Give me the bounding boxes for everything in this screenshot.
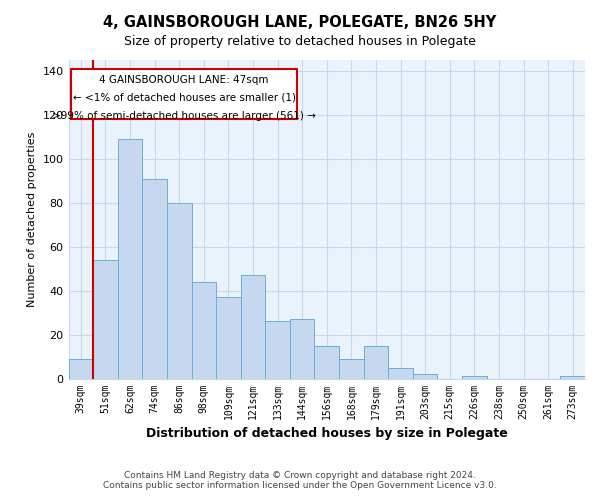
Bar xyxy=(314,346,339,378)
Bar xyxy=(216,298,241,378)
Text: 4 GAINSBOROUGH LANE: 47sqm: 4 GAINSBOROUGH LANE: 47sqm xyxy=(100,76,269,86)
Text: >99% of semi-detached houses are larger (561) →: >99% of semi-detached houses are larger … xyxy=(52,110,316,120)
Bar xyxy=(265,322,290,378)
Bar xyxy=(560,376,585,378)
Y-axis label: Number of detached properties: Number of detached properties xyxy=(27,132,37,307)
Text: 4, GAINSBOROUGH LANE, POLEGATE, BN26 5HY: 4, GAINSBOROUGH LANE, POLEGATE, BN26 5HY xyxy=(103,15,497,30)
Bar xyxy=(191,282,216,378)
Text: Size of property relative to detached houses in Polegate: Size of property relative to detached ho… xyxy=(124,35,476,48)
Text: Contains HM Land Registry data © Crown copyright and database right 2024.
Contai: Contains HM Land Registry data © Crown c… xyxy=(103,470,497,490)
Bar xyxy=(339,359,364,378)
Bar xyxy=(364,346,388,378)
Bar xyxy=(93,260,118,378)
Bar xyxy=(388,368,413,378)
Bar xyxy=(241,276,265,378)
FancyBboxPatch shape xyxy=(71,69,297,119)
Bar xyxy=(142,178,167,378)
Bar xyxy=(462,376,487,378)
Bar xyxy=(68,359,93,378)
Bar xyxy=(118,139,142,378)
Bar xyxy=(167,203,191,378)
Bar xyxy=(413,374,437,378)
Bar xyxy=(290,319,314,378)
Text: ← <1% of detached houses are smaller (1): ← <1% of detached houses are smaller (1) xyxy=(73,93,296,103)
X-axis label: Distribution of detached houses by size in Polegate: Distribution of detached houses by size … xyxy=(146,427,508,440)
